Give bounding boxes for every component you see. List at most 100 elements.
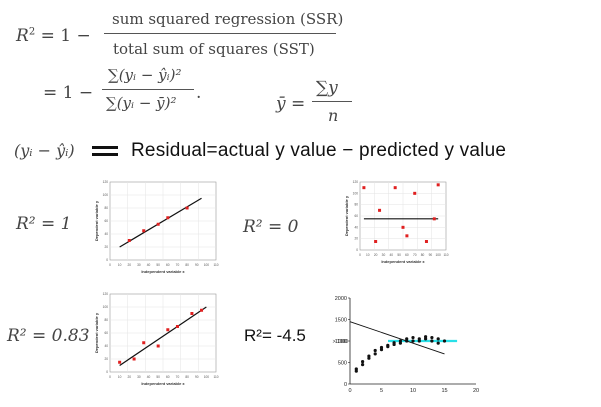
period: . — [196, 83, 202, 103]
x-tick-label: 0 — [109, 375, 111, 379]
x-tick-label: 70 — [176, 375, 180, 379]
data-point — [413, 191, 417, 195]
data-point — [411, 335, 415, 340]
ybar-numerator: ∑y — [316, 78, 338, 98]
y-tick-label: 120 — [103, 180, 109, 184]
lhs-symbol: R — [16, 26, 29, 46]
fraction-bar — [104, 33, 336, 34]
y-tick-label: 60 — [104, 219, 108, 223]
data-point — [398, 339, 402, 343]
residual-term: (yᵢ − ŷᵢ) — [14, 141, 75, 160]
y-tick-label: 100 — [103, 305, 109, 309]
label-r2-1: R² = 1 — [16, 214, 72, 234]
x-tick-label: 80 — [185, 263, 189, 267]
chart-r2-1: 0 10 20 30 40 50 60 70 80 90 100 110020406080100120… — [94, 180, 219, 274]
data-point — [373, 348, 377, 353]
data-point — [417, 339, 421, 343]
label-r2-0: R² = 0 — [243, 217, 299, 237]
data-point — [190, 312, 194, 315]
y-tick-label: 0 — [344, 382, 347, 388]
x-tick-label: 20 — [374, 253, 378, 257]
data-point — [361, 360, 365, 364]
y-tick-label: 60 — [104, 331, 108, 335]
ybar-denominator: n — [328, 106, 339, 125]
x-tick-label: 40 — [147, 263, 151, 267]
data-point — [362, 186, 366, 190]
x-axis-label: Independent variable x — [381, 259, 425, 264]
x-tick-label: 30 — [137, 375, 141, 379]
formula-numerator: sum squared regression (SSR) — [112, 10, 344, 28]
label-r2-negative: R²= -4.5 — [244, 326, 306, 345]
data-point — [436, 337, 440, 341]
x-tick-label: 90 — [195, 263, 199, 267]
y-axis-label: Dependent variable y — [94, 312, 99, 353]
x-tick-label: 110 — [443, 253, 448, 257]
equals-one-minus: = 1 − — [40, 26, 91, 46]
x-tick-label: 50 — [397, 253, 401, 257]
x-tick-label: 30 — [382, 253, 386, 257]
data-point — [424, 240, 428, 243]
x-tick-label: 10 — [118, 375, 122, 379]
x-tick-label: 90 — [195, 375, 199, 379]
x-tick-label: 10 — [410, 388, 416, 394]
data-point — [401, 225, 405, 229]
data-point — [432, 217, 436, 221]
data-point — [442, 339, 447, 343]
y-tick-label: 20 — [354, 237, 358, 241]
ybar-lhs: ȳ = — [276, 94, 306, 114]
x-tick-label: 100 — [436, 253, 442, 257]
y-tick-label: 0 — [106, 258, 108, 262]
y-tick-label: 40 — [354, 225, 358, 229]
data-point — [142, 341, 146, 345]
y-tick-label: 2000 — [335, 296, 347, 302]
chart-r2-0: 0 10 20 30 40 50 60 70 80 90 100 110020406080100120… — [344, 180, 449, 264]
x-tick-label: 5 — [380, 388, 383, 394]
y-tick-label: 60 — [354, 214, 358, 218]
y-tick-label: 80 — [104, 206, 108, 210]
data-point — [132, 357, 136, 361]
data-point — [175, 325, 179, 328]
data-point — [156, 344, 160, 348]
chart-r2-083: 0 10 20 30 40 50 60 70 80 90 100 110020406080100120… — [94, 292, 219, 386]
x-tick-label: 20 — [127, 375, 131, 379]
data-point — [373, 352, 377, 356]
x-tick-label: 0 — [359, 253, 361, 257]
x-tick-label: 15 — [441, 388, 447, 394]
y-tick-label: 40 — [104, 232, 108, 236]
x-tick-label: 40 — [147, 375, 151, 379]
data-point — [430, 335, 434, 340]
x-axis-label: Independent variable x — [141, 381, 185, 386]
x-tick-label: 40 — [389, 253, 393, 257]
data-point — [393, 186, 397, 190]
data-point — [185, 206, 189, 210]
r-squared-formula: R2 = 1 − sum squared regression (SSR) to… — [0, 0, 601, 130]
x-tick-label: 70 — [176, 263, 180, 267]
x-tick-label: 60 — [405, 253, 409, 257]
y-tick-label: 500 — [338, 361, 347, 367]
x-tick-label: 100 — [204, 263, 210, 267]
chart-r2-negative: 2000 1500 1000 500 00 5 10 15 20 > 1000 — [333, 296, 480, 394]
line2-prefix: = 1 − — [43, 83, 94, 103]
y-tick-label: 0 — [356, 248, 358, 252]
x-tick-label: 20 — [473, 388, 479, 394]
data-point — [378, 208, 382, 212]
x-tick-label: 70 — [413, 253, 417, 257]
y-tick-label: 0 — [106, 370, 108, 374]
data-point — [367, 354, 371, 358]
data-point — [436, 341, 440, 345]
data-point — [379, 345, 384, 350]
x-tick-label: 20 — [127, 263, 131, 267]
data-point — [436, 183, 440, 187]
x-tick-label: 0 — [109, 263, 111, 267]
formula-lhs: R2 = 1 − — [16, 26, 91, 46]
y-tick-label: 100 — [103, 193, 109, 197]
data-point — [392, 341, 396, 345]
data-point — [166, 328, 170, 332]
data-point — [354, 367, 358, 371]
ybar-fraction-bar — [312, 101, 352, 102]
y-tick-label: 40 — [104, 344, 108, 348]
data-point — [411, 339, 415, 343]
formula-numerator-2: ∑(yᵢ − ŷᵢ)² — [108, 66, 182, 84]
x-tick-label: 90 — [429, 253, 433, 257]
mean-marker-label: > 1000 — [333, 339, 349, 345]
